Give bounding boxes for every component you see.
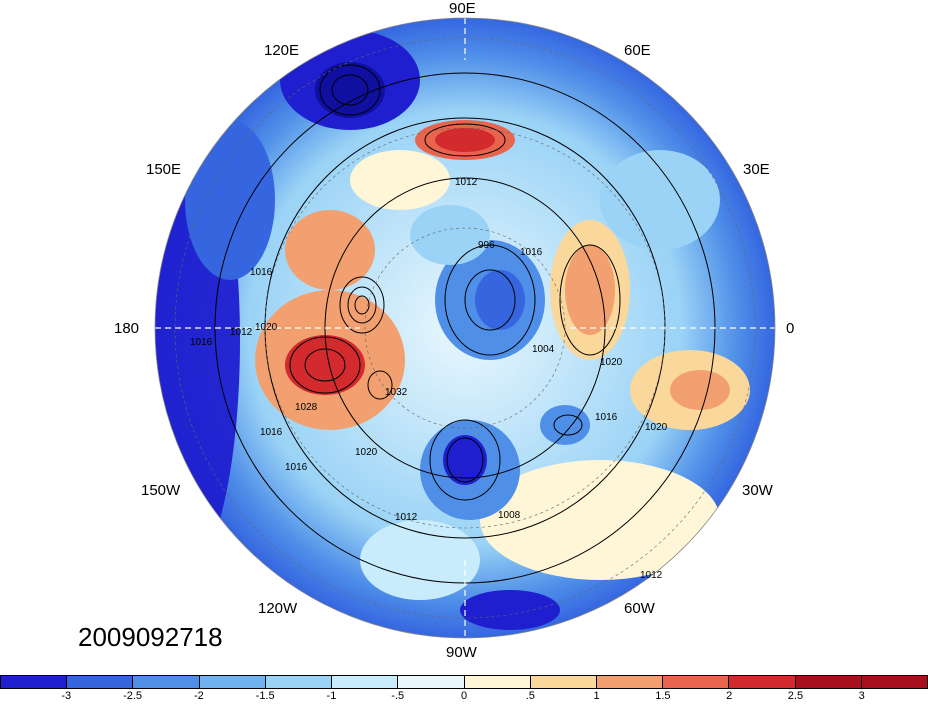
- colorbar-tick-label: -2: [193, 690, 204, 702]
- isobar-label: 1012: [455, 177, 478, 188]
- lon-label-90w: 90W: [446, 644, 477, 661]
- lon-label-120w: 120W: [258, 600, 298, 617]
- colorbar-segment: [795, 676, 862, 688]
- isobar-label: 1020: [255, 322, 278, 333]
- colorbar-tick-label: .5: [525, 690, 535, 702]
- colorbar-segment: [729, 676, 796, 688]
- isobar-label: 1020: [645, 422, 668, 433]
- isobar-label-group: 1012 996 1016 1016 1020 1020 1020 1028 1…: [190, 177, 668, 581]
- colorbar-tick-label: 1.5: [655, 690, 671, 702]
- colorbar-segment: [265, 676, 333, 688]
- colorbar-segment: [199, 676, 266, 688]
- colorbar-segment: [596, 676, 664, 688]
- isobar-label: 1012: [395, 512, 418, 523]
- colorbar-segment: [133, 676, 200, 688]
- lon-label-180: 180: [114, 320, 140, 337]
- lon-label-150w: 150W: [141, 482, 181, 499]
- lon-label-30e: 30E: [743, 161, 770, 178]
- colorbar-segment: [1, 676, 68, 688]
- isobar-label: 1016: [285, 462, 308, 473]
- lon-label-60e: 60E: [624, 42, 651, 59]
- isobar-label: 1032: [385, 387, 408, 398]
- anomaly-field: [155, 30, 750, 630]
- isobar-label: 1016: [520, 247, 543, 258]
- colorbar-tick-label: -2.5: [123, 690, 143, 702]
- timestamp: 2009092718: [78, 622, 223, 652]
- isobar-label: 1016: [260, 427, 283, 438]
- isobar-label: 1016: [250, 267, 273, 278]
- colorbar-tick-label: -3: [61, 690, 72, 702]
- colorbar-tick-label: 0: [460, 690, 468, 702]
- isobar-label: 1012: [230, 327, 253, 338]
- lon-label-0: 0: [786, 320, 795, 337]
- colorbar-tick-label: 1: [593, 690, 600, 702]
- meridians: [155, 18, 775, 638]
- colorbar-tick-label: -.5: [391, 690, 405, 702]
- isobar-label: 1020: [600, 357, 623, 368]
- colorbar-segment: [663, 676, 730, 688]
- isobar-label: 1008: [498, 510, 521, 521]
- isobar-label: 1016: [595, 412, 618, 423]
- colorbar-tick-label: -1.5: [255, 690, 275, 702]
- colorbar: [0, 675, 928, 689]
- colorbar-segment: [530, 676, 597, 688]
- lon-label-150e: 150E: [146, 161, 182, 178]
- colorbar-tick-label: 3: [858, 690, 865, 702]
- colorbar-tick-label: -1: [326, 690, 337, 702]
- lon-label-60w: 60W: [624, 600, 655, 617]
- isobar-label: 1004: [532, 344, 555, 355]
- isobar-label: 1016: [190, 337, 213, 348]
- isobar-label: 1028: [295, 402, 318, 413]
- lon-label-90e: 90E: [449, 0, 476, 17]
- colorbar-segment: [67, 676, 134, 688]
- colorbar-segment: [332, 676, 399, 688]
- colorbar-segment: [861, 676, 928, 688]
- colorbar-segment: [398, 676, 465, 688]
- colorbar-segment: [464, 676, 531, 688]
- lon-label-30w: 30W: [742, 482, 773, 499]
- isobar-label: 1020: [355, 447, 378, 458]
- map-border: [154, 17, 776, 639]
- colorbar-tick-label: 2.5: [787, 690, 804, 702]
- lon-label-120e: 120E: [264, 42, 300, 59]
- colorbar-tick-label: 2: [726, 690, 733, 702]
- isobar-label: 996: [478, 240, 495, 251]
- isobar-label: 1012: [640, 570, 663, 581]
